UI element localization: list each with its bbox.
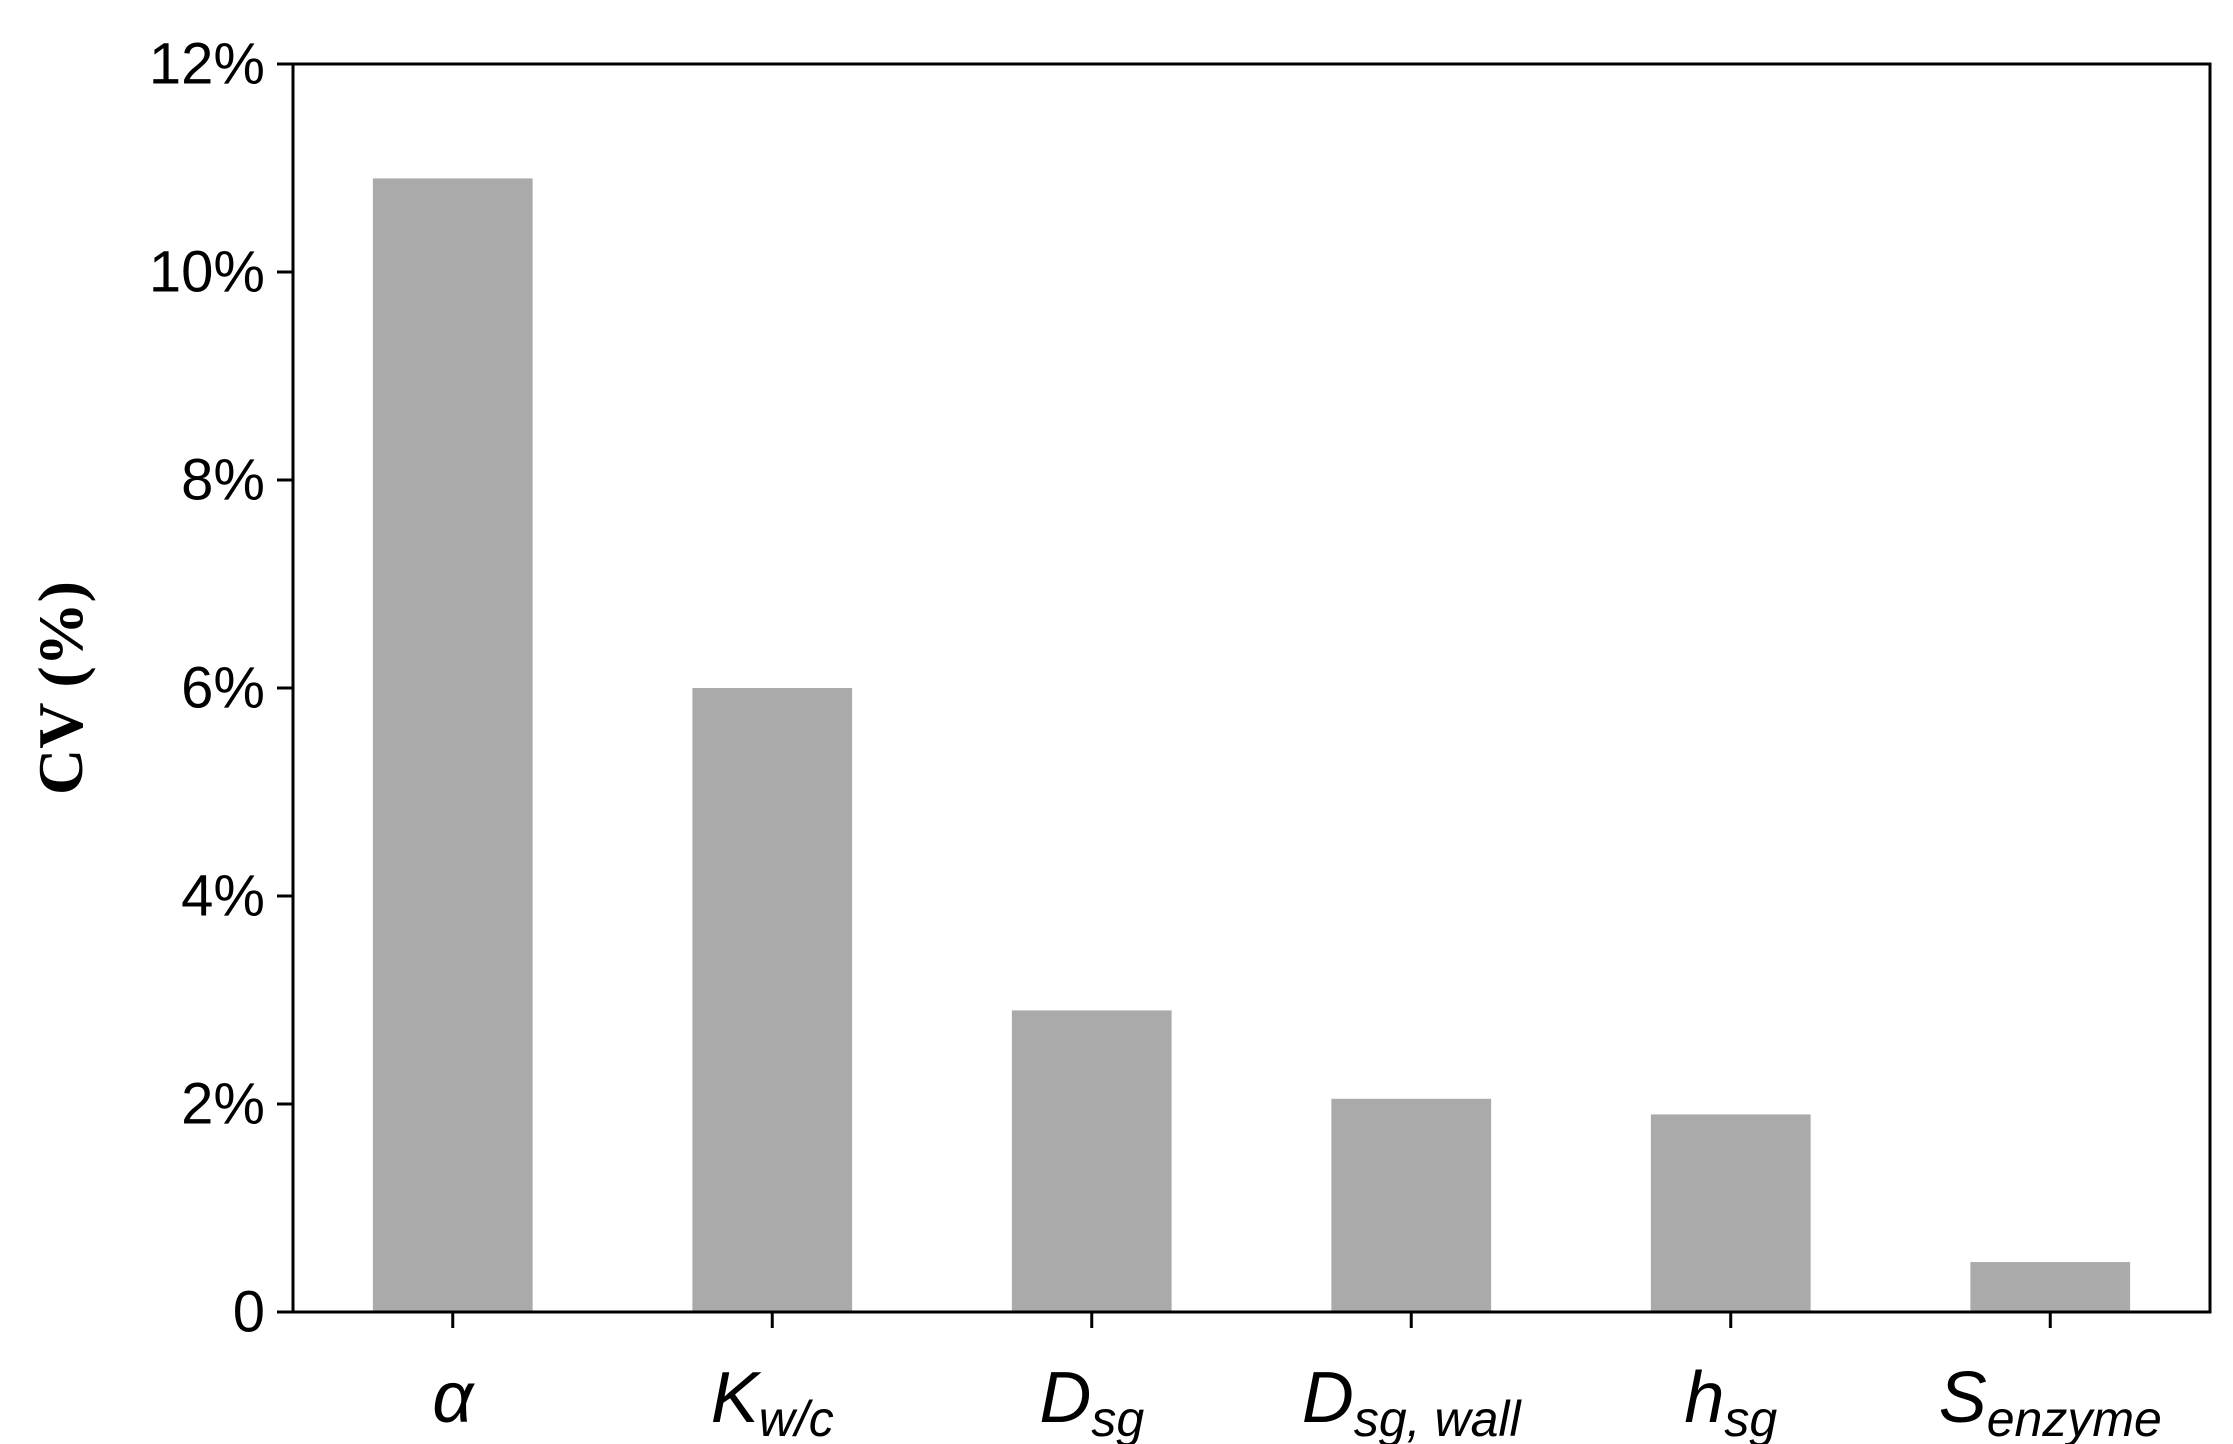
y-tick-label-5: 10% bbox=[149, 240, 265, 305]
x-tick-label-3: Dsg, wall bbox=[1302, 1358, 1523, 1444]
y-tick-label-3: 6% bbox=[181, 656, 265, 721]
y-tick-label-1: 2% bbox=[181, 1072, 265, 1137]
bar-5 bbox=[1970, 1262, 2131, 1312]
y-tick-label-0: 0 bbox=[233, 1280, 265, 1345]
y-tick-label-6: 12% bbox=[149, 32, 265, 97]
x-tick-label-1: Kw/c bbox=[711, 1358, 834, 1444]
bar-0 bbox=[372, 178, 533, 1312]
y-tick-label-2: 4% bbox=[181, 864, 265, 929]
x-axis: α Kw/c Dsg Dsg, wall hsg Senzyme bbox=[432, 1312, 2162, 1444]
x-tick-label-5: Senzyme bbox=[1939, 1358, 2162, 1444]
x-tick-label-4: hsg bbox=[1684, 1358, 1777, 1444]
y-axis: 0 2% 4% 6% 8% 10% 12% bbox=[149, 32, 293, 1345]
bar-3 bbox=[1331, 1098, 1492, 1312]
x-tick-label-2: Dsg bbox=[1039, 1358, 1144, 1444]
bar-1 bbox=[692, 688, 853, 1312]
y-tick-label-4: 8% bbox=[181, 448, 265, 513]
bar-4 bbox=[1650, 1114, 1811, 1312]
plot-frame bbox=[291, 62, 2212, 1314]
bar-2 bbox=[1011, 1010, 1172, 1312]
y-axis-label: CV (%) bbox=[25, 581, 96, 795]
x-tick-label-0: α bbox=[432, 1358, 475, 1438]
bars-group bbox=[372, 178, 2131, 1312]
